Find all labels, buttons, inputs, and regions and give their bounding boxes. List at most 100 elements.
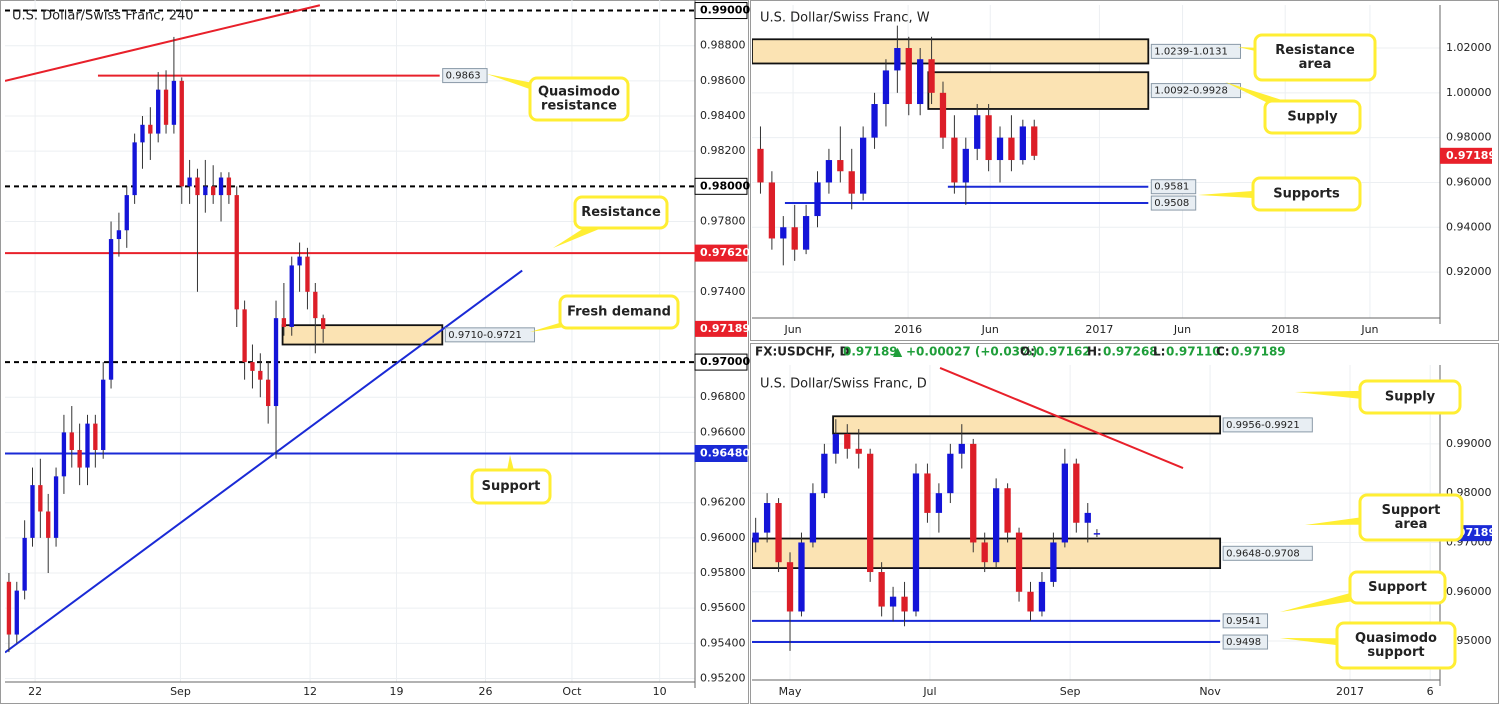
plot: [752, 5, 1440, 318]
x-tick-label: Sep: [1060, 685, 1081, 698]
candle-body: [250, 362, 255, 371]
x-tick-label: 26: [479, 685, 493, 698]
zone-label: 1.0092-0.9928: [1154, 86, 1228, 97]
level-label-box: [1150, 179, 1197, 195]
candle-body: [981, 542, 988, 563]
chart-title: U.S. Dollar/Swiss Franc, D: [760, 377, 927, 392]
callout-box: [528, 76, 630, 122]
level-label: 0.9541: [1226, 616, 1261, 627]
candle-body: [93, 423, 98, 450]
candle-body: [211, 186, 216, 196]
callout-text: Fresh demand: [567, 305, 671, 320]
x-tick-label: Sep: [170, 685, 191, 698]
candle-body: [837, 160, 844, 172]
candle-body: [974, 115, 981, 149]
close: 0.97189: [1231, 345, 1286, 359]
price-tag-label: 0.99000: [700, 4, 750, 17]
chart-title: U.S. Dollar/Swiss Franc, 240: [12, 9, 194, 24]
candle-body: [140, 124, 145, 143]
y-tick-label: 0.99000: [1446, 437, 1492, 450]
level-label-box: [442, 68, 488, 84]
zone: [927, 71, 1150, 110]
y-tick-label: 1.00000: [1446, 86, 1492, 99]
x-tick-label: Jun: [1173, 323, 1191, 336]
plot: [752, 365, 1440, 680]
candle-body: [871, 104, 878, 138]
candle-body: [1061, 463, 1069, 543]
callout-box: [573, 195, 669, 230]
candle-body: [22, 537, 27, 591]
x-tick-label: May: [779, 685, 802, 698]
candle-body: [266, 379, 271, 407]
high-label: H:: [1087, 345, 1102, 359]
level-label: 0.9581: [1154, 182, 1189, 193]
candle-body: [108, 239, 114, 380]
x-tick-label: 2017: [1085, 323, 1113, 336]
candle-body: [195, 177, 200, 196]
y-tick-label: 0.98800: [700, 39, 746, 52]
candle-body: [951, 137, 958, 183]
candle-body: [825, 160, 833, 183]
candle-body: [234, 195, 239, 310]
callout-box: [470, 468, 552, 505]
candle-body: [320, 318, 326, 329]
y-tick-label: 0.96000: [1446, 585, 1492, 598]
candle-body: [187, 177, 192, 187]
symbol: FX:USDCHF, D: [755, 345, 849, 359]
price: 0.97189: [843, 345, 898, 359]
candle-body: [992, 488, 1000, 563]
candle-body: [61, 432, 67, 477]
y-tick-label: 1.02000: [1446, 41, 1492, 54]
y-tick-label: 0.98400: [700, 109, 746, 122]
candle-body: [935, 493, 943, 513]
candle-body: [46, 511, 51, 538]
close-label: C:: [1216, 345, 1230, 359]
open: 0.97162: [1036, 345, 1091, 359]
axes: 0.95200 0.95400 0.95600 0.95800 0.96000 0.962…: [5, 0, 746, 698]
candle-body: [878, 572, 885, 607]
x-tick-label: Nov: [1199, 685, 1221, 698]
zone: [752, 38, 1150, 65]
candle-body: [917, 59, 924, 105]
x-tick-label: 12: [303, 685, 317, 698]
zone-label-box: [444, 327, 536, 343]
candle-body: [894, 48, 901, 71]
x-tick-label: Jul: [922, 685, 936, 698]
candle-body: [1004, 488, 1011, 533]
candle-body: [821, 453, 828, 494]
callout-text: area: [1299, 57, 1332, 72]
candle-body: [1015, 532, 1023, 592]
price-tag-label: 0.97620: [700, 246, 750, 259]
candle-body: [855, 448, 862, 454]
level-label-box: [1150, 195, 1197, 211]
chart-title: U.S. Dollar/Swiss Franc, W: [760, 11, 930, 26]
callout-text: Quasimodo: [1355, 631, 1437, 646]
zone-label: 0.9956-0.9921: [1226, 420, 1300, 431]
y-tick-label: 0.96600: [700, 425, 746, 438]
callout-text: Quasimodo: [538, 85, 620, 100]
zone-label: 0.9710-0.9721: [448, 330, 522, 341]
candle-body: [1038, 581, 1046, 612]
candle-body: [258, 370, 263, 380]
price-tag-label: 0.98000: [700, 179, 750, 192]
callout-text: Support: [1382, 503, 1441, 518]
candle-body: [763, 503, 771, 533]
trend-line: [939, 367, 1184, 469]
candle-body: [305, 256, 310, 292]
zone: [832, 415, 1222, 435]
candle-body: [958, 443, 965, 454]
callout-text: Support: [1368, 580, 1427, 595]
y-tick-label: 0.95200: [700, 671, 746, 684]
callout-box: [558, 294, 680, 330]
y-tick-label: 0.95400: [700, 636, 746, 649]
candle-body: [179, 80, 184, 187]
level-label: 0.9863: [446, 71, 481, 82]
candle-body: [14, 590, 19, 635]
zone-label-box: [1222, 417, 1313, 433]
candle-body: [85, 423, 90, 468]
callout-text: Supports: [1273, 187, 1340, 202]
candle-body: [924, 473, 931, 513]
candle-body: [962, 148, 969, 183]
candle-body: [809, 493, 817, 543]
level-label-box: [1222, 613, 1269, 629]
